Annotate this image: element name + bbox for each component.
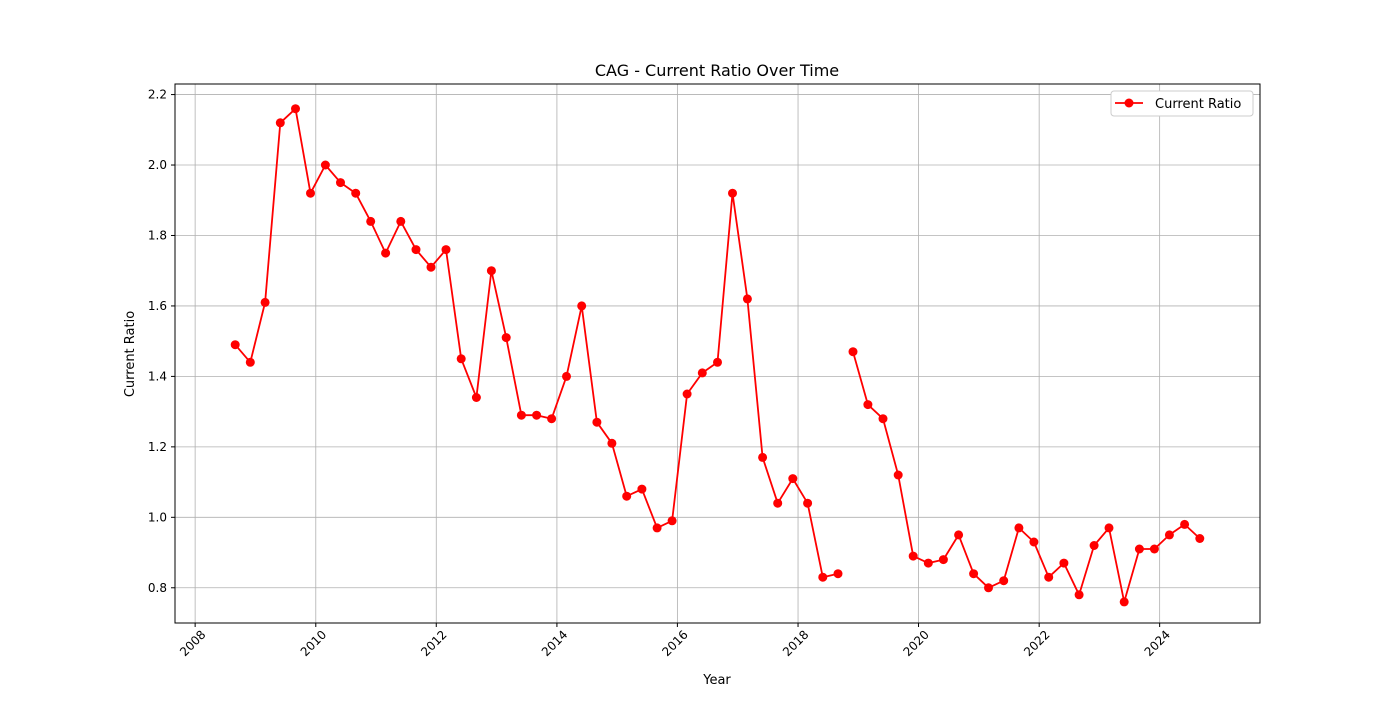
data-point	[652, 523, 662, 533]
data-point	[291, 104, 300, 114]
data-point	[1059, 558, 1069, 568]
data-point	[697, 368, 707, 378]
data-point	[306, 188, 315, 198]
x-axis-label: Year	[702, 673, 731, 688]
y-tick-label: 2.0	[148, 158, 167, 172]
data-point	[713, 357, 722, 367]
data-point	[742, 294, 752, 304]
legend-box	[1110, 90, 1254, 117]
data-point	[773, 498, 783, 508]
data-point	[351, 188, 361, 198]
data-point	[336, 178, 345, 188]
data-point	[320, 160, 330, 170]
data-point	[969, 569, 979, 579]
data-point	[622, 491, 632, 501]
data-point	[396, 216, 406, 226]
data-point	[803, 498, 813, 508]
data-point	[607, 438, 617, 448]
data-point	[366, 216, 376, 226]
y-tick-label: 1.0	[148, 510, 167, 524]
y-tick-label: 1.2	[148, 440, 167, 454]
data-point	[938, 555, 948, 565]
data-point	[1164, 530, 1174, 540]
data-point	[1044, 572, 1054, 582]
y-axis-label: Current Ratio	[123, 311, 138, 397]
data-point	[728, 188, 737, 198]
data-point	[1149, 544, 1159, 554]
data-point	[667, 516, 677, 526]
data-point	[833, 569, 843, 579]
data-point	[547, 414, 557, 424]
legend-label: Current Ratio	[1155, 97, 1241, 112]
data-point	[848, 347, 858, 357]
data-point	[562, 371, 571, 381]
data-point	[999, 576, 1009, 586]
data-point	[486, 266, 496, 276]
data-point	[1104, 523, 1114, 533]
data-point	[1195, 534, 1205, 543]
data-point	[1029, 537, 1039, 547]
series-layer	[230, 104, 1205, 607]
data-point	[984, 583, 993, 593]
data-point	[471, 393, 481, 402]
data-point	[637, 484, 647, 494]
data-point	[577, 301, 587, 311]
data-point	[863, 400, 873, 410]
data-point	[682, 389, 692, 399]
data-point	[1119, 597, 1129, 607]
data-point	[456, 354, 466, 364]
data-point	[260, 297, 270, 307]
legend: Current Ratio	[1110, 90, 1254, 117]
data-point	[758, 452, 768, 462]
data-point	[1089, 541, 1099, 550]
data-point	[411, 245, 421, 255]
data-point	[1074, 590, 1084, 600]
y-tick-label: 2.2	[148, 88, 167, 102]
legend-marker-swatch	[1124, 98, 1134, 108]
data-point	[1180, 519, 1190, 529]
y-tick-label: 0.8	[148, 581, 167, 595]
data-point	[426, 262, 436, 272]
data-point	[592, 417, 602, 427]
grid-layer	[175, 84, 1260, 623]
data-point	[908, 551, 918, 561]
data-point	[441, 245, 451, 255]
data-point	[1014, 523, 1024, 533]
chart-title: CAG - Current Ratio Over Time	[595, 61, 839, 80]
data-point	[501, 333, 511, 343]
data-point	[1134, 544, 1144, 554]
data-point	[275, 118, 285, 128]
y-tick-label: 1.6	[148, 299, 167, 313]
data-point	[245, 357, 255, 367]
y-tick-label: 1.4	[148, 369, 167, 383]
data-point	[878, 414, 888, 424]
plot-frame	[174, 83, 1261, 624]
data-point	[381, 248, 391, 258]
data-point	[954, 530, 964, 540]
data-point	[516, 410, 526, 420]
y-tick-label: 1.8	[148, 228, 167, 242]
data-point	[230, 340, 240, 350]
data-point	[923, 558, 933, 568]
data-point	[532, 410, 542, 420]
data-point	[788, 474, 798, 484]
data-point	[818, 572, 828, 582]
data-point	[893, 470, 903, 480]
